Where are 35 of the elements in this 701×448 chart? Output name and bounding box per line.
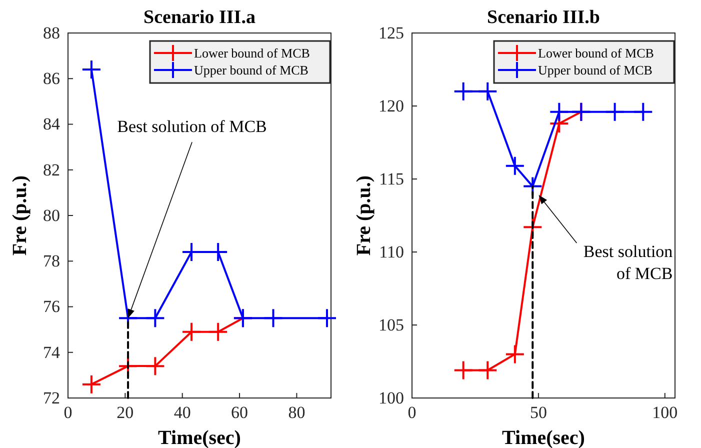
annotation: Best solution of MCB: [117, 117, 267, 136]
y-tick-label: 115: [379, 169, 404, 188]
y-tick-label: 105: [378, 315, 404, 334]
legend-label: Upper bound of MCB: [194, 62, 309, 78]
y-tick-label: 74: [43, 342, 60, 362]
x-tick-label: 80: [288, 403, 306, 422]
legend-label: Lower bound of MCB: [194, 46, 310, 60]
legend-label: Upper bound of MCB: [538, 62, 653, 78]
legend-label: Lower bound of MCB: [538, 46, 654, 60]
chart-title: Scenario III.a: [144, 7, 256, 28]
x-tick-label: 20: [116, 403, 134, 422]
y-tick-label: 84: [43, 114, 60, 134]
y-tick-label: 80: [43, 206, 60, 225]
y-tick-label: 125: [378, 23, 404, 42]
x-tick-label: 60: [231, 403, 248, 422]
x-tick-label: 50: [530, 403, 547, 422]
y-tick-label: 82: [43, 160, 60, 180]
x-axis-title: Time(sec): [502, 427, 585, 448]
y-tick-label: 86: [43, 69, 60, 88]
x-tick-label: 100: [652, 403, 678, 422]
y-tick-label: 78: [43, 252, 60, 271]
y-tick-label: 120: [378, 96, 404, 116]
x-tick-label: 0: [64, 403, 72, 422]
y-axis-title: Fre (p.u.): [353, 175, 375, 256]
chart-title: Scenario III.b: [487, 7, 600, 28]
y-tick-label: 110: [379, 242, 404, 262]
y-tick-label: 100: [378, 388, 404, 408]
x-axis-title: Time(sec): [158, 427, 241, 448]
x-tick-label: 0: [408, 403, 416, 422]
y-tick-label: 72: [43, 388, 60, 408]
x-tick-label: 40: [174, 403, 191, 422]
annotation: Best solution of MCB: [583, 242, 674, 284]
y-axis-title: Fre (p.u.): [9, 175, 31, 256]
y-tick-label: 76: [43, 297, 60, 316]
y-tick-label: 88: [43, 23, 60, 42]
